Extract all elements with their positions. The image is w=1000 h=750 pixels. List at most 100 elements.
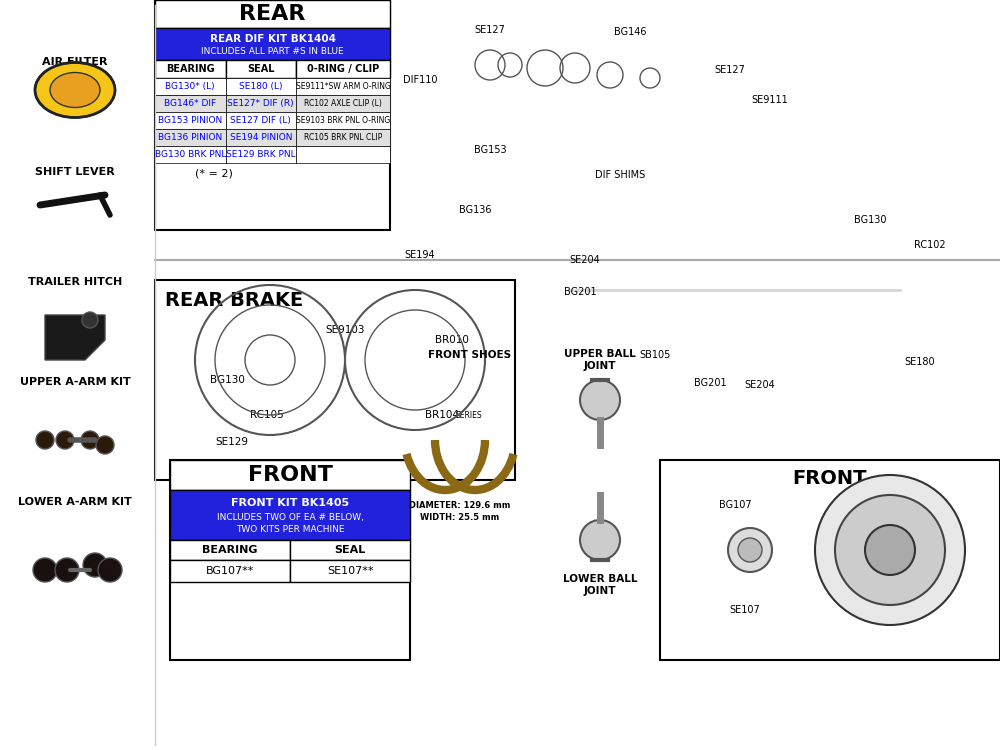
Circle shape xyxy=(55,558,79,582)
Text: REAR BRAKE: REAR BRAKE xyxy=(165,290,303,310)
Text: SE129 BRK PNL: SE129 BRK PNL xyxy=(226,150,296,159)
Bar xyxy=(170,540,290,560)
Text: SE107**: SE107** xyxy=(327,566,373,576)
Text: BG130* (L): BG130* (L) xyxy=(165,82,215,91)
Bar xyxy=(226,129,296,146)
Bar xyxy=(170,460,410,660)
Text: INCLUDES ALL PART #S IN BLUE: INCLUDES ALL PART #S IN BLUE xyxy=(201,47,344,56)
Circle shape xyxy=(865,525,915,575)
Bar xyxy=(226,112,296,129)
Bar xyxy=(170,560,290,582)
Polygon shape xyxy=(45,315,105,360)
Bar xyxy=(155,78,226,95)
Text: SB105: SB105 xyxy=(639,350,671,360)
Text: BG146* DIF: BG146* DIF xyxy=(164,99,216,108)
Bar xyxy=(296,60,390,78)
Circle shape xyxy=(98,558,122,582)
Text: BG130 BRK PNL: BG130 BRK PNL xyxy=(155,150,226,159)
Bar xyxy=(290,560,410,582)
Text: REAR: REAR xyxy=(239,4,306,24)
Text: SEAL: SEAL xyxy=(334,545,366,555)
Text: LOWER A-ARM KIT: LOWER A-ARM KIT xyxy=(18,497,132,507)
Text: BG201: BG201 xyxy=(694,378,726,388)
Text: BG146: BG146 xyxy=(614,27,646,37)
Text: SE129: SE129 xyxy=(215,437,248,447)
Text: SE107: SE107 xyxy=(915,515,945,525)
Bar xyxy=(226,78,296,95)
Bar xyxy=(155,28,390,60)
Text: BG107: BG107 xyxy=(719,500,751,510)
Text: BG136 PINION: BG136 PINION xyxy=(158,133,222,142)
Text: (* = 2): (* = 2) xyxy=(195,169,233,179)
Text: SE9111*SW ARM O-RING: SE9111*SW ARM O-RING xyxy=(296,82,390,91)
Bar xyxy=(155,95,226,112)
Text: BG107**: BG107** xyxy=(206,566,254,576)
Text: SE9103 BRK PNL O-RING: SE9103 BRK PNL O-RING xyxy=(296,116,390,125)
Bar xyxy=(290,540,410,560)
Circle shape xyxy=(728,528,772,572)
Text: AIR FILTER: AIR FILTER xyxy=(42,57,108,67)
Text: BG107: BG107 xyxy=(839,493,871,503)
Bar xyxy=(155,60,226,78)
Text: SE194 PINION: SE194 PINION xyxy=(230,133,292,142)
Text: BEARING: BEARING xyxy=(202,545,258,555)
Circle shape xyxy=(835,495,945,605)
Circle shape xyxy=(83,553,107,577)
Text: UPPER A-ARM KIT: UPPER A-ARM KIT xyxy=(20,377,130,387)
Text: SE194: SE194 xyxy=(405,250,435,260)
Text: REAR DIF KIT BK1404: REAR DIF KIT BK1404 xyxy=(210,34,336,44)
Bar xyxy=(296,78,390,95)
Circle shape xyxy=(580,520,620,560)
Text: INCLUDES TWO OF EA # BELOW,: INCLUDES TWO OF EA # BELOW, xyxy=(217,513,363,522)
Text: SE180: SE180 xyxy=(905,357,935,367)
Text: SE9111: SE9111 xyxy=(752,95,788,105)
Text: BR104: BR104 xyxy=(425,410,462,420)
Bar xyxy=(170,460,410,490)
Text: TRAILER HITCH: TRAILER HITCH xyxy=(28,277,122,287)
Text: SE127 DIF (L): SE127 DIF (L) xyxy=(230,116,291,125)
Text: FRONT: FRONT xyxy=(793,469,867,488)
Text: RC105 BRK PNL CLIP: RC105 BRK PNL CLIP xyxy=(304,133,382,142)
Bar xyxy=(660,460,1000,660)
Bar xyxy=(226,146,296,163)
Text: SHIFT LEVER: SHIFT LEVER xyxy=(35,167,115,177)
Ellipse shape xyxy=(35,62,115,118)
Text: BG136: BG136 xyxy=(459,205,491,215)
Bar xyxy=(296,95,390,112)
Circle shape xyxy=(81,431,99,449)
Text: FRONT KIT BK1405: FRONT KIT BK1405 xyxy=(231,497,349,508)
Text: SE107: SE107 xyxy=(730,605,760,615)
Text: FRONT: FRONT xyxy=(248,465,332,485)
Text: RC105: RC105 xyxy=(250,410,284,420)
Text: SE127* DIF (R): SE127* DIF (R) xyxy=(227,99,294,108)
Bar xyxy=(296,112,390,129)
Text: DIF SHIMS: DIF SHIMS xyxy=(595,170,645,180)
Text: SE127: SE127 xyxy=(475,25,505,35)
Text: RC102: RC102 xyxy=(914,240,946,250)
Text: TWO KITS PER MACHINE: TWO KITS PER MACHINE xyxy=(236,526,344,535)
Text: BR010: BR010 xyxy=(435,335,469,345)
Text: BG153 PINION: BG153 PINION xyxy=(158,116,222,125)
Text: SE127: SE127 xyxy=(715,65,745,75)
Bar xyxy=(155,280,515,480)
Bar xyxy=(226,95,296,112)
Bar xyxy=(155,146,226,163)
Bar xyxy=(296,146,390,163)
Text: BG130: BG130 xyxy=(210,375,245,385)
Text: UPPER BALL
JOINT: UPPER BALL JOINT xyxy=(564,350,636,370)
Ellipse shape xyxy=(50,73,100,107)
Circle shape xyxy=(738,538,762,562)
Bar xyxy=(155,0,390,28)
Text: BG130: BG130 xyxy=(854,215,886,225)
Text: LOWER BALL
JOINT: LOWER BALL JOINT xyxy=(563,574,637,596)
Text: SEAL: SEAL xyxy=(247,64,274,74)
Text: BG153: BG153 xyxy=(474,145,506,155)
Circle shape xyxy=(580,380,620,420)
Text: SE204: SE204 xyxy=(745,380,775,390)
Circle shape xyxy=(33,558,57,582)
Text: BG201: BG201 xyxy=(564,287,596,297)
Text: SE180 (L): SE180 (L) xyxy=(239,82,283,91)
Circle shape xyxy=(82,312,98,328)
Circle shape xyxy=(56,431,74,449)
Text: WIDTH: 25.5 mm: WIDTH: 25.5 mm xyxy=(420,514,500,523)
